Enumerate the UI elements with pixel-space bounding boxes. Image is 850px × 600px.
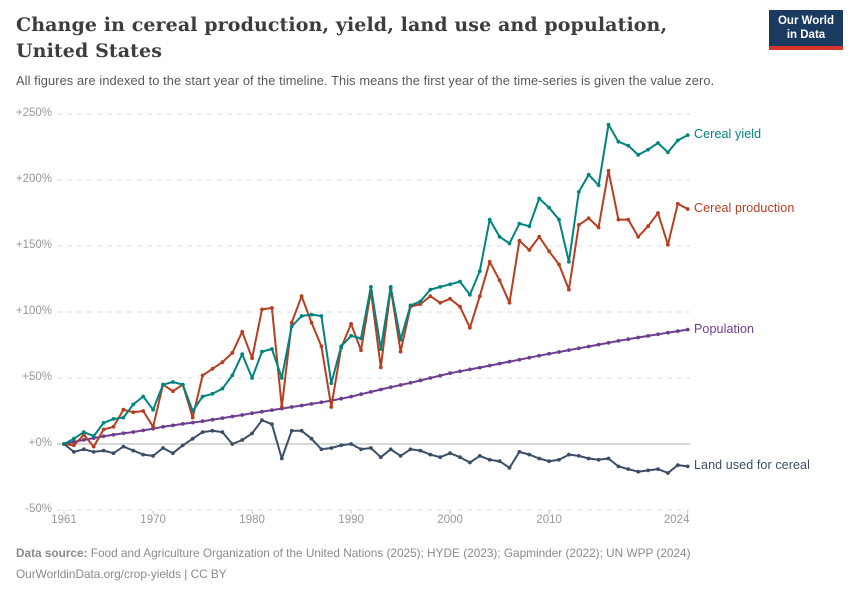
series-line-cereal-yield[interactable] bbox=[63, 123, 689, 445]
chart-title: Change in cereal production, yield, land… bbox=[16, 14, 668, 63]
series-line-population[interactable] bbox=[63, 328, 689, 445]
series-label-land-used-for-cereal[interactable]: Land used for cereal bbox=[694, 458, 810, 473]
x-axis-tick-label: 1970 bbox=[140, 514, 166, 526]
y-axis-tick-label: +0% bbox=[28, 437, 52, 449]
y-axis-tick-label: +50% bbox=[22, 371, 52, 383]
chart-header: Change in cereal production, yield, land… bbox=[16, 12, 836, 88]
y-axis-tick-label: -50% bbox=[25, 503, 52, 515]
y-axis-tick-label: +250% bbox=[15, 107, 52, 119]
y-axis-tick-label: +150% bbox=[15, 239, 52, 251]
y-axis-tick-label: +100% bbox=[15, 305, 52, 317]
series-markers-cereal-production bbox=[62, 168, 690, 449]
data-source-label: Data source: bbox=[16, 546, 88, 560]
license-line[interactable]: OurWorldinData.org/crop-yields | CC BY bbox=[16, 566, 227, 581]
y-axis-tick-label: +200% bbox=[15, 173, 52, 185]
owid-logo[interactable]: Our World in Data bbox=[769, 10, 843, 50]
data-source-text: Food and Agriculture Organization of the… bbox=[87, 546, 691, 560]
series-markers-cereal-yield bbox=[62, 122, 690, 446]
series-markers-land-used-for-cereal bbox=[62, 418, 690, 475]
series-label-cereal-yield[interactable]: Cereal yield bbox=[694, 127, 762, 142]
series-line-cereal-production[interactable] bbox=[63, 169, 689, 448]
x-axis-tick-label: 2000 bbox=[437, 514, 463, 526]
x-axis-tick-label: 1990 bbox=[338, 514, 364, 526]
x-axis-tick-label: 1980 bbox=[239, 514, 265, 526]
owid-logo-line2: in Data bbox=[786, 29, 826, 41]
series-label-population[interactable]: Population bbox=[694, 321, 755, 336]
chart-subtitle: All figures are indexed to the start yea… bbox=[16, 73, 715, 89]
owid-logo-line1: Our World bbox=[777, 14, 834, 27]
series-line-land-used-for-cereal[interactable] bbox=[63, 419, 689, 474]
x-axis-tick-label: 1961 bbox=[51, 514, 77, 526]
data-source-line: Data source: Food and Agriculture Organi… bbox=[16, 543, 836, 564]
x-axis-tick-label: 2010 bbox=[536, 514, 562, 526]
series-label-cereal-production[interactable]: Cereal production bbox=[694, 201, 795, 216]
chart-footer: Data source: Food and Agriculture Organi… bbox=[16, 543, 836, 584]
x-axis-tick-label: 2024 bbox=[663, 514, 690, 526]
